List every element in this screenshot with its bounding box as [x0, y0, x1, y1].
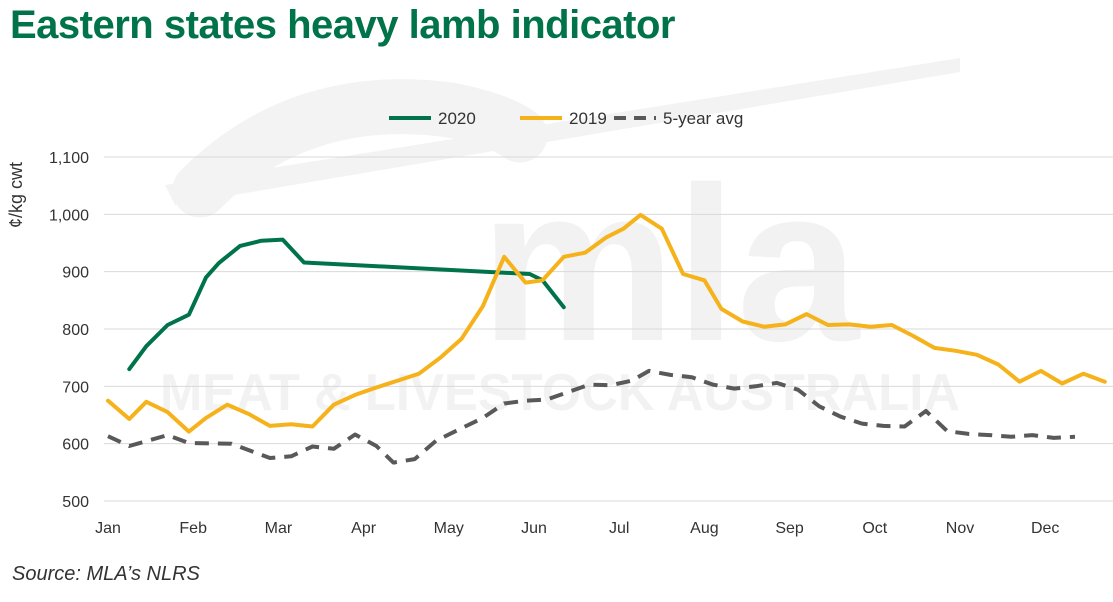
- y-tick-label: 1,100: [49, 150, 89, 167]
- x-tick-label: Jul: [609, 520, 629, 537]
- series-lines: [106, 212, 1107, 465]
- x-tick-label: Sep: [775, 520, 804, 537]
- y-tick-label: 1,000: [49, 207, 89, 224]
- x-tick-label: Nov: [946, 520, 974, 537]
- legend-label: 2020: [438, 109, 476, 128]
- y-tick-label: 500: [62, 494, 89, 511]
- source-note: Source: MLA’s NLRS: [12, 563, 200, 585]
- chart-title: Eastern states heavy lamb indicator: [10, 3, 676, 47]
- x-tick-label: Feb: [179, 520, 207, 537]
- x-tick-label: Dec: [1031, 520, 1059, 537]
- mla-watermark-logo: mla MEAT & LIVESTOCK AUSTRALIA: [160, 58, 960, 422]
- x-tick-label: Jan: [95, 520, 121, 537]
- watermark-logo-text: mla: [480, 141, 861, 387]
- series-line: [106, 212, 1107, 434]
- legend-label: 5-year avg: [663, 109, 743, 128]
- x-tick-label: Aug: [690, 520, 718, 537]
- y-tick-label: 800: [62, 322, 89, 339]
- x-tick-label: Mar: [265, 520, 293, 537]
- y-tick-label: 700: [62, 379, 89, 396]
- legend: 2020 2019 5-year avg: [389, 109, 743, 128]
- y-axis-ticks: 500 600 700 800 900 1,000 1,100: [49, 150, 89, 511]
- x-tick-label: Oct: [862, 520, 887, 537]
- gridlines: [104, 156, 1113, 502]
- series-line: [107, 368, 1076, 465]
- series-line: [127, 237, 566, 372]
- legend-label: 2019: [569, 109, 607, 128]
- y-axis-label: ¢/kg cwt: [6, 162, 26, 228]
- y-tick-label: 900: [62, 265, 89, 282]
- x-tick-label: May: [434, 520, 464, 537]
- y-tick-label: 600: [62, 437, 89, 454]
- x-tick-label: Jun: [521, 520, 547, 537]
- x-axis-ticks: Jan Feb Mar Apr May Jun Jul Aug Sep Oct Nov Dec: [95, 520, 1059, 537]
- x-tick-label: Apr: [351, 520, 377, 537]
